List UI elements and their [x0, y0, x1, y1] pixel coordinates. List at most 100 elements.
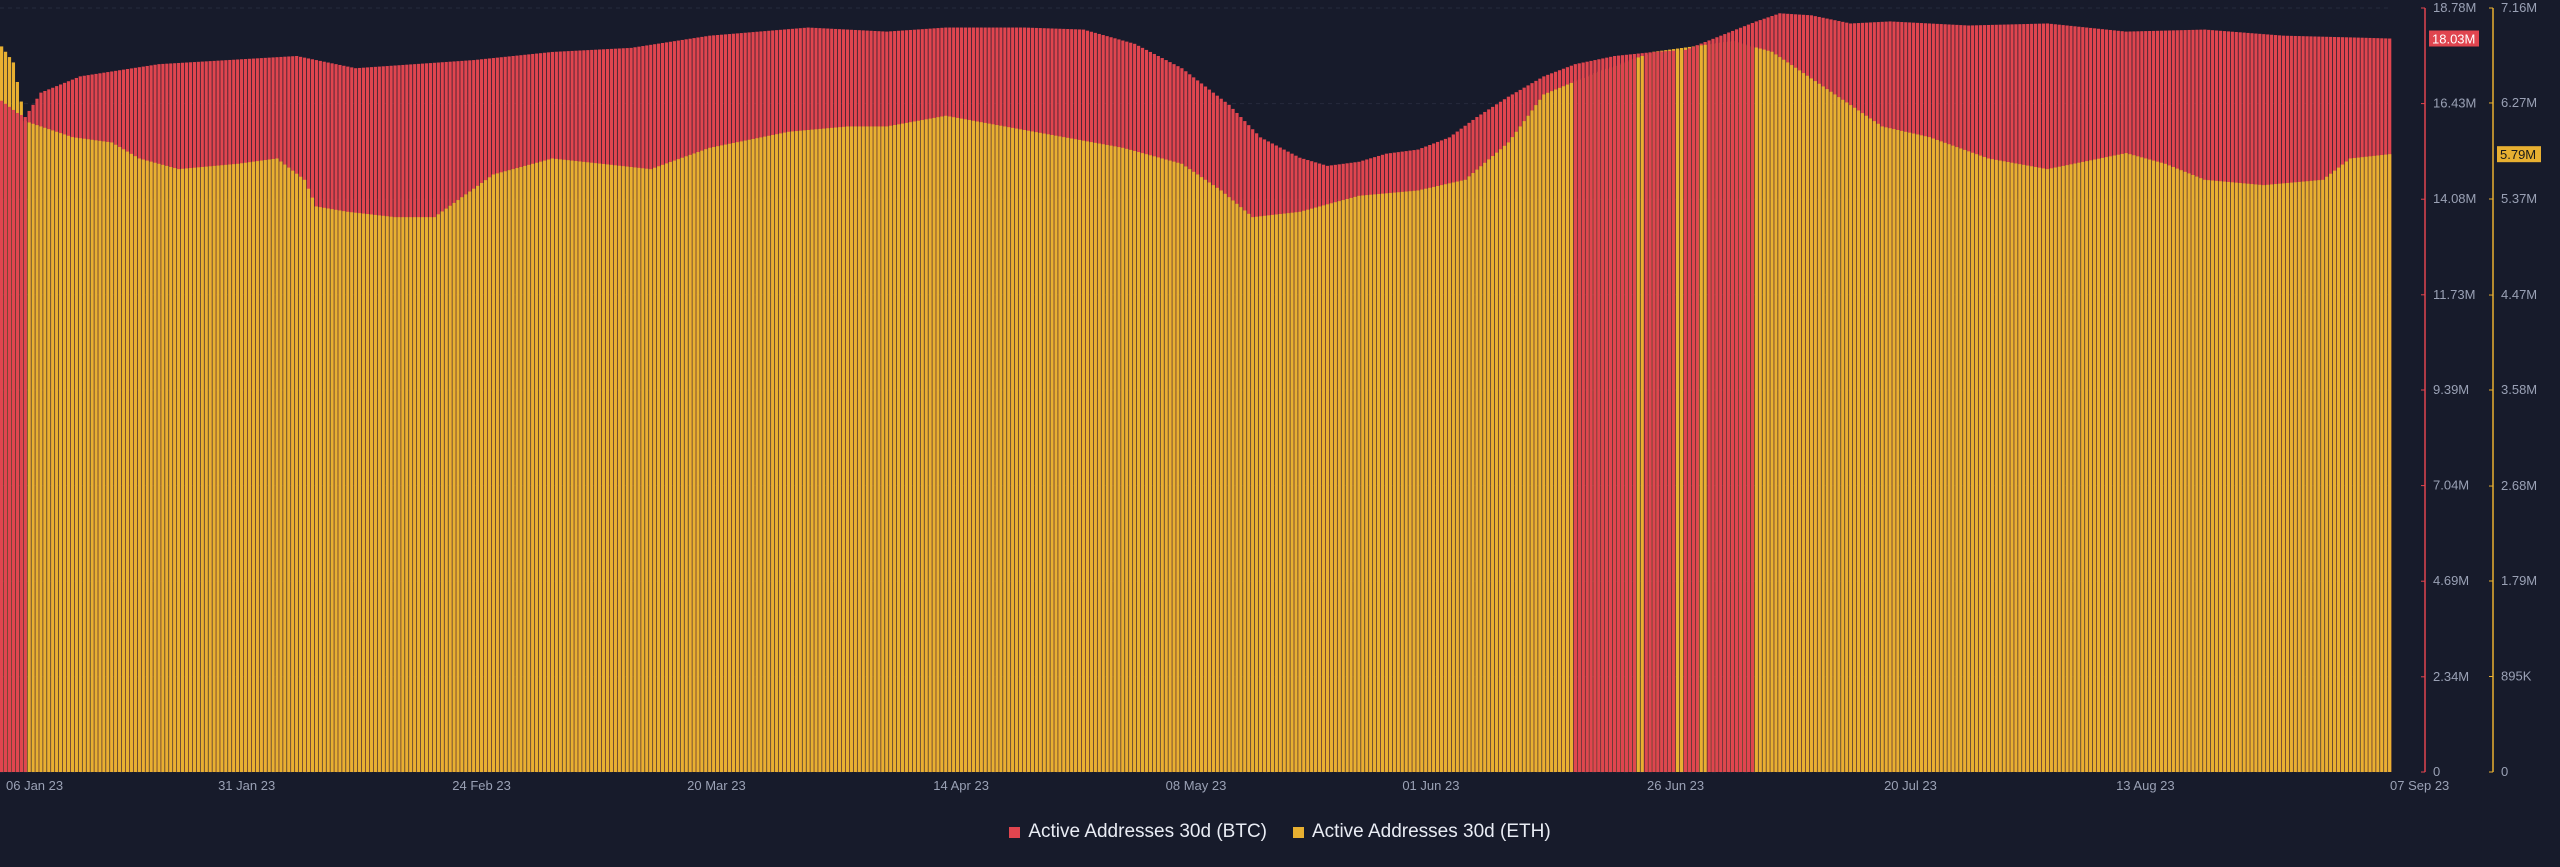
bar-eth — [1066, 137, 1070, 772]
bar-eth — [2163, 163, 2168, 773]
bar-eth — [594, 163, 598, 772]
bar-eth — [177, 169, 181, 772]
bar-eth — [1805, 75, 1810, 772]
bar-eth — [342, 211, 346, 772]
bar-eth — [2061, 165, 2065, 773]
bar-eth — [554, 158, 558, 772]
bar-eth — [1876, 123, 1880, 772]
bar-eth — [1498, 149, 1503, 773]
bar-btc — [11, 109, 16, 772]
right-tick-label: 2.68M — [2501, 478, 2537, 493]
bar-eth — [1923, 136, 1928, 773]
bar-eth — [2065, 165, 2069, 772]
left-tick-label: 9.39M — [2433, 382, 2469, 397]
bar-eth — [499, 172, 503, 772]
bar-eth — [1290, 212, 1294, 772]
bar-eth — [2340, 164, 2345, 773]
bar-eth — [519, 166, 523, 773]
bar-eth — [936, 117, 940, 772]
bar-eth — [1530, 110, 1534, 772]
legend-label-eth: Active Addresses 30d (ETH) — [1312, 821, 1551, 842]
bar-eth — [267, 159, 271, 772]
bar-eth — [1042, 133, 1046, 773]
bar-eth — [542, 160, 547, 773]
bar-eth — [1939, 141, 1943, 772]
bar-eth — [1487, 159, 1491, 773]
bar-eth — [1908, 132, 1912, 773]
bar-eth — [149, 161, 153, 772]
bar-eth — [1424, 188, 1428, 772]
bar-eth — [1959, 148, 1963, 773]
bar-eth — [830, 127, 834, 773]
bar-eth — [1133, 150, 1137, 773]
bar-eth — [763, 136, 767, 772]
bar-btc — [1687, 48, 1692, 772]
bar-eth — [2203, 179, 2207, 773]
bar-eth — [1770, 51, 1774, 772]
bar-eth — [983, 122, 987, 772]
bar-eth — [361, 213, 366, 772]
bar-eth — [1093, 142, 1097, 773]
bar-eth — [1439, 185, 1444, 772]
bar-eth — [2309, 180, 2313, 773]
bar-eth — [1554, 89, 1558, 772]
bar-eth — [609, 164, 614, 773]
bar-eth — [2246, 183, 2250, 772]
bar-eth — [511, 169, 515, 772]
bar-eth — [2116, 154, 2120, 773]
bar-eth — [810, 129, 814, 772]
bar-eth — [2195, 176, 2199, 773]
bar-eth — [503, 171, 507, 772]
bar-eth — [538, 161, 543, 772]
bar-eth — [1510, 137, 1514, 773]
bar-eth — [456, 200, 460, 772]
bar-eth — [1400, 191, 1404, 772]
bar-eth — [2171, 166, 2175, 773]
bar-eth — [641, 168, 645, 772]
bar-eth — [1266, 215, 1271, 773]
bar-eth — [350, 212, 354, 772]
bar-eth — [86, 139, 90, 772]
bar-eth — [389, 216, 393, 772]
bar-eth — [515, 168, 519, 772]
legend-item-btc[interactable]: Active Addresses 30d (BTC) — [1009, 821, 1267, 843]
bar-eth — [802, 130, 806, 773]
bar-eth — [1329, 203, 1333, 772]
bar-eth — [841, 126, 846, 773]
legend-item-eth[interactable]: Active Addresses 30d (ETH) — [1293, 821, 1551, 843]
bar-eth — [735, 142, 739, 772]
right-tick-label: 0 — [2501, 764, 2508, 779]
bar-eth — [900, 123, 905, 773]
bar-eth — [1302, 210, 1306, 773]
bar-eth — [1192, 171, 1196, 773]
bar-eth — [1129, 149, 1133, 773]
bar-eth — [1015, 128, 1019, 772]
bar-eth — [672, 160, 676, 773]
bar-eth — [1101, 144, 1105, 773]
bar-eth — [224, 164, 228, 773]
bar-eth — [2230, 182, 2234, 772]
bar-eth — [452, 202, 456, 772]
bar-eth — [2167, 165, 2171, 772]
bar-eth — [1388, 192, 1393, 772]
bar-eth — [1062, 137, 1066, 773]
bar-eth — [377, 215, 381, 773]
bar-eth — [853, 126, 857, 772]
bar-eth — [1011, 127, 1015, 773]
bar-eth — [869, 126, 873, 772]
bar-eth — [975, 121, 979, 772]
bar-eth — [1904, 131, 1908, 772]
bar-btc — [1581, 62, 1585, 772]
bar-eth — [873, 126, 877, 772]
bar-eth — [180, 168, 185, 772]
bar-eth — [1506, 142, 1511, 772]
bar-eth — [1172, 161, 1176, 772]
bar-eth — [629, 166, 633, 773]
bar-eth — [2136, 156, 2140, 772]
bar-eth — [129, 153, 134, 772]
bar-eth — [1018, 129, 1023, 773]
bar-eth — [118, 147, 122, 772]
bar-eth — [31, 123, 35, 772]
bar-btc — [1656, 51, 1660, 773]
eth-last-value-badge — [2497, 146, 2541, 163]
